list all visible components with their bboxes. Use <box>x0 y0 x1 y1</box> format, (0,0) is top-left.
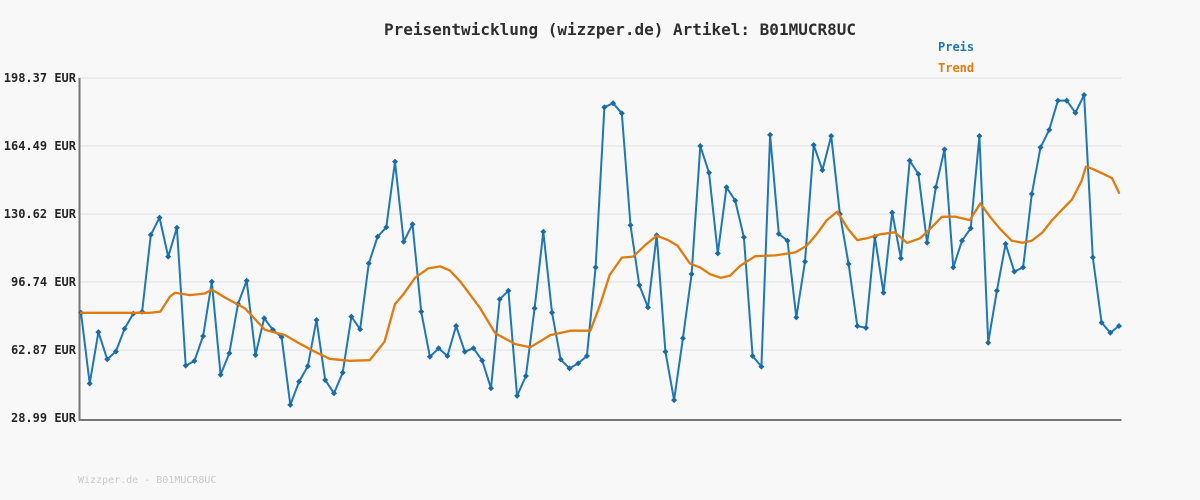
legend-item-trend: Trend <box>938 61 975 75</box>
watermark: Wizzper.de - B01MUCR8UC <box>78 475 217 486</box>
y-axis-tick-label: 28.99 EUR <box>10 411 76 425</box>
page-title: Preisentwicklung (wizzper.de) Artikel: B… <box>383 20 857 39</box>
y-axis-tick-label: 164.49 EUR <box>3 139 76 153</box>
price-markers <box>78 92 1122 408</box>
trend-line <box>79 165 1121 362</box>
price-line <box>80 94 1120 406</box>
y-axis-tick-label: 130.62 EUR <box>3 206 76 221</box>
axis-spine-bottom <box>78 419 1122 421</box>
legend-item-preis: Preis <box>938 40 975 54</box>
axis-spine-left <box>78 78 81 421</box>
y-axis-tick-label: 96.74 EUR <box>10 275 76 289</box>
y-axis-tick-label: 62.87 EUR <box>10 342 76 357</box>
y-axis-tick-label: 198.37 EUR <box>3 71 76 85</box>
